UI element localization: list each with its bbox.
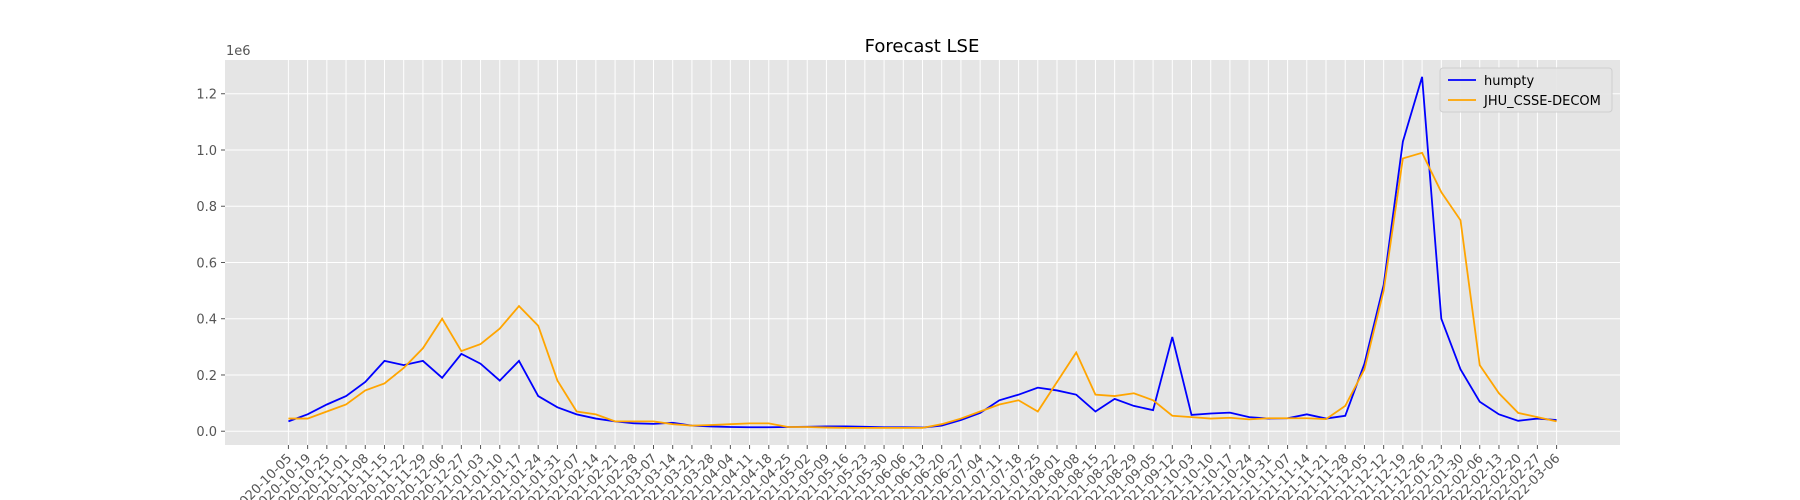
legend-box	[1439, 67, 1613, 113]
y-tick-label: 0.0	[196, 425, 217, 440]
lines	[288, 76, 1557, 429]
legend-label: JHU_CSSE-DECOM	[1483, 94, 1601, 109]
labels: 0.00.20.40.60.81.01.22020-10-052020-10-1…	[196, 88, 1563, 500]
y-tick-label: 1.2	[196, 88, 217, 103]
y-tick-label: 0.2	[196, 369, 217, 384]
chart-title: Forecast LSE	[865, 36, 980, 57]
y-tick-label: 1.0	[196, 144, 217, 159]
y-offset-label: 1e6	[226, 44, 251, 59]
y-tick-label: 0.6	[196, 256, 217, 271]
y-tick-label: 0.4	[196, 313, 217, 328]
line-series	[288, 151, 1557, 429]
y-tick-label: 0.8	[196, 200, 217, 215]
grid	[225, 60, 1620, 445]
legend: humpty JHU_CSSE-DECOM	[1439, 67, 1613, 113]
legend-label: humpty	[1484, 74, 1534, 89]
